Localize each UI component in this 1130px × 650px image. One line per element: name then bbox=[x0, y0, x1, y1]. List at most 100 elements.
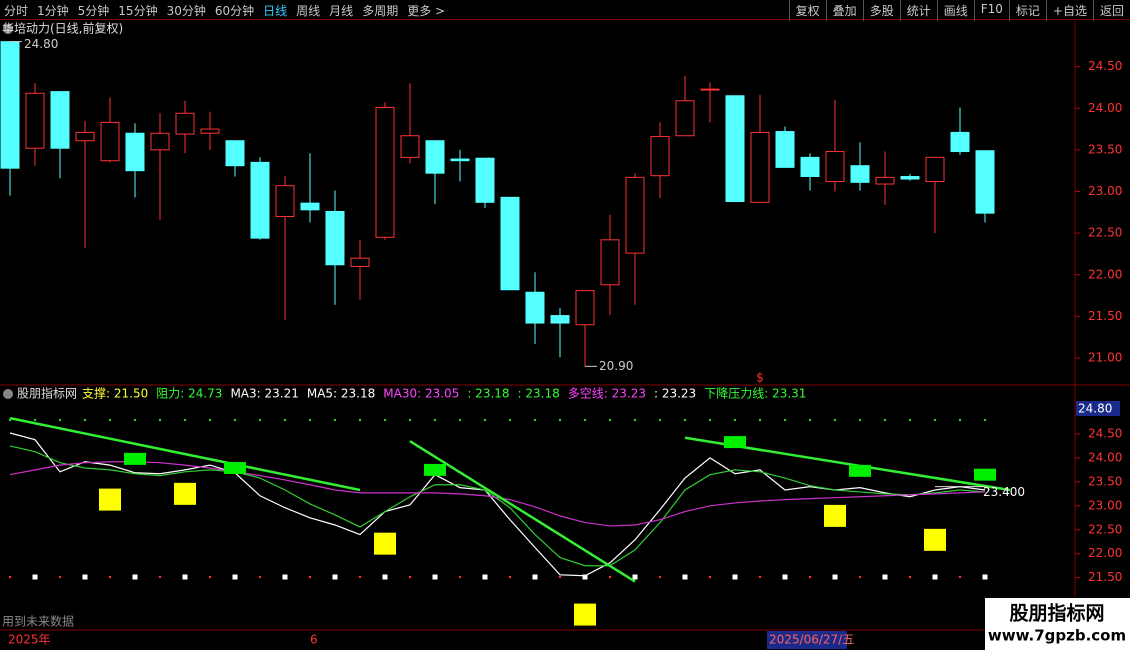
signal-mark: $ bbox=[756, 371, 764, 385]
signal-dot bbox=[308, 575, 312, 579]
signal-dot bbox=[358, 575, 362, 579]
watermark-box bbox=[985, 598, 1130, 650]
candle-body bbox=[800, 156, 820, 178]
signal-dot bbox=[608, 575, 612, 579]
signal-dot bbox=[58, 575, 62, 579]
signal-dot bbox=[783, 418, 787, 422]
tool-button[interactable]: 标记 bbox=[1008, 0, 1046, 21]
signal-dot bbox=[532, 574, 538, 580]
signal-dot bbox=[833, 418, 837, 422]
signal-dot bbox=[732, 574, 738, 580]
signal-dot bbox=[158, 418, 162, 422]
indicator-title: 股朋指标网 bbox=[17, 386, 77, 401]
period-tab[interactable]: 分时 bbox=[4, 4, 29, 18]
candle-body bbox=[825, 151, 845, 183]
candle-body bbox=[125, 132, 145, 172]
tool-button[interactable]: 多股 bbox=[862, 0, 900, 21]
candle-body bbox=[675, 100, 695, 137]
tool-button[interactable]: 统计 bbox=[899, 0, 937, 21]
y-tick-label: 24.00 bbox=[1088, 450, 1122, 464]
period-tab[interactable]: 5分钟 bbox=[77, 4, 110, 18]
signal-dot bbox=[558, 575, 562, 579]
signal-marker bbox=[849, 464, 871, 477]
toolbar: 分时 1分钟 5分钟 15分钟 30分钟 60分钟 日线 周线 月线 多周期 更多 > 复权 叠加 多股… bbox=[0, 0, 1130, 21]
period-tab[interactable]: 日线 bbox=[263, 4, 288, 18]
signal-dot bbox=[58, 418, 62, 422]
menu-icon[interactable] bbox=[3, 389, 13, 399]
signal-dot bbox=[458, 575, 462, 579]
candle-body bbox=[0, 41, 20, 169]
signal-dot bbox=[282, 574, 288, 580]
candle-body bbox=[600, 239, 620, 286]
candle-body bbox=[100, 121, 120, 162]
signal-dot bbox=[758, 418, 762, 422]
signal-dot bbox=[582, 574, 588, 580]
indicator-value: MA5: 23.18 bbox=[307, 387, 375, 401]
signal-dot bbox=[333, 418, 337, 422]
signal-dot bbox=[132, 574, 138, 580]
y-tick-label: 23.00 bbox=[1088, 498, 1122, 512]
signal-dot bbox=[608, 418, 612, 422]
y-tick-label: 23.50 bbox=[1088, 474, 1122, 488]
cursor-date: 2025/06/27/五 bbox=[769, 633, 854, 647]
period-tabs: 分时 1分钟 5分钟 15分钟 30分钟 60分钟 日线 周线 月线 多周期 更多 > bbox=[4, 2, 445, 19]
tool-button[interactable]: +自选 bbox=[1045, 0, 1093, 21]
tool-button[interactable]: 复权 bbox=[788, 0, 826, 21]
candle-body bbox=[350, 257, 370, 267]
y-tick-label: 22.50 bbox=[1088, 522, 1122, 536]
signal-dot bbox=[883, 418, 887, 422]
period-tab[interactable]: 更多 > bbox=[407, 4, 446, 18]
period-tab[interactable]: 周线 bbox=[296, 4, 321, 18]
signal-dot bbox=[208, 575, 212, 579]
signal-dot bbox=[633, 418, 637, 422]
signal-dot bbox=[182, 574, 188, 580]
candle-body bbox=[525, 291, 545, 324]
signal-dot bbox=[858, 418, 862, 422]
candle-body bbox=[650, 136, 670, 177]
signal-dot bbox=[283, 418, 287, 422]
signal-dot bbox=[33, 418, 37, 422]
indicator-line bbox=[9, 445, 986, 567]
period-tab[interactable]: 30分钟 bbox=[166, 4, 206, 18]
signal-dot bbox=[808, 575, 812, 579]
signal-dot bbox=[558, 418, 562, 422]
signal-marker bbox=[174, 482, 196, 505]
signal-dot bbox=[508, 575, 512, 579]
signal-dot bbox=[233, 418, 237, 422]
indicator-value: 多空线: 23.23 bbox=[568, 387, 646, 401]
signal-marker bbox=[924, 528, 946, 551]
signal-dot bbox=[658, 418, 662, 422]
period-tab[interactable]: 1分钟 bbox=[37, 4, 69, 18]
signal-marker bbox=[824, 504, 846, 527]
indicator-value: MA3: 23.21 bbox=[230, 387, 298, 401]
signal-dot bbox=[133, 418, 137, 422]
y-tick-label: 22.50 bbox=[1088, 226, 1122, 240]
candle-body bbox=[200, 128, 220, 134]
period-tab[interactable]: 60分钟 bbox=[214, 4, 255, 18]
period-tab[interactable]: 月线 bbox=[329, 4, 354, 18]
candle-body bbox=[725, 95, 745, 203]
candle-body bbox=[375, 106, 395, 238]
tool-button[interactable]: 叠加 bbox=[825, 0, 863, 21]
tool-button[interactable]: F10 bbox=[973, 0, 1009, 21]
indicator-line bbox=[9, 461, 986, 527]
signal-marker bbox=[974, 468, 996, 481]
period-tab[interactable]: 15分钟 bbox=[118, 4, 158, 18]
footer-note: 用到未来数据 bbox=[2, 614, 74, 629]
indicator-value: : 23.23 bbox=[654, 387, 696, 401]
y-tick-label: 21.50 bbox=[1088, 309, 1122, 323]
candle-body bbox=[850, 165, 870, 183]
signal-dot bbox=[832, 574, 838, 580]
signal-dot bbox=[258, 418, 262, 422]
period-tab[interactable]: 多周期 bbox=[362, 4, 399, 18]
signal-dot bbox=[533, 418, 537, 422]
month-label: 6 bbox=[310, 633, 318, 647]
tool-button[interactable]: 画线 bbox=[936, 0, 974, 21]
tool-button[interactable]: 返回 bbox=[1092, 0, 1130, 21]
menu-icon[interactable] bbox=[3, 24, 13, 34]
candle-body bbox=[750, 131, 770, 203]
trend-line bbox=[9, 416, 361, 492]
